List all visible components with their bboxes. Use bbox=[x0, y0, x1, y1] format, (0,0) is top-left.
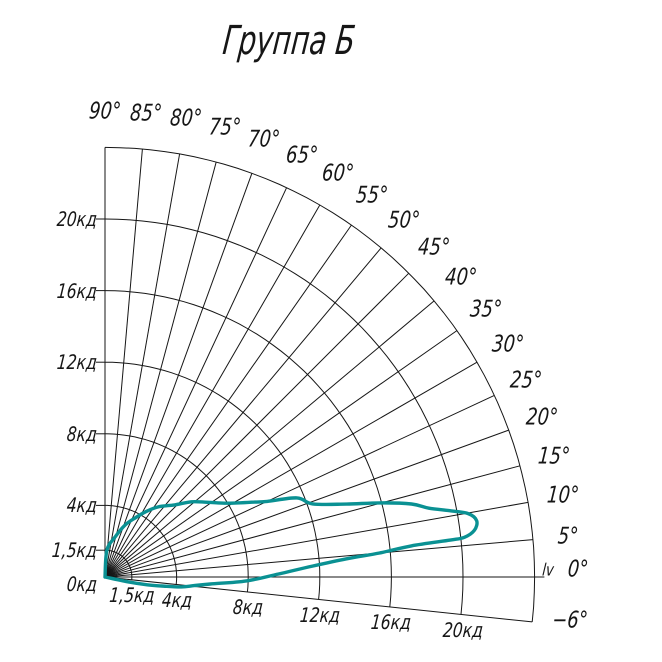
arc-1,5kd bbox=[105, 549, 133, 580]
arc-16kd bbox=[104, 290, 392, 607]
arc-4kd bbox=[105, 504, 178, 585]
arc-24kd bbox=[104, 146, 536, 622]
arc-8kd bbox=[104, 433, 249, 593]
arc-12kd bbox=[104, 361, 321, 600]
intensity-curve bbox=[103, 496, 479, 589]
arc-20kd bbox=[104, 218, 464, 615]
